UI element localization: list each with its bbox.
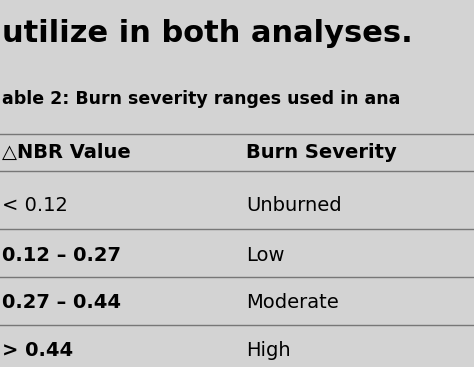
Text: Moderate: Moderate bbox=[246, 293, 339, 312]
Text: Burn Severity: Burn Severity bbox=[246, 143, 397, 162]
Text: Low: Low bbox=[246, 246, 285, 265]
Text: High: High bbox=[246, 341, 291, 360]
Text: 0.27 – 0.44: 0.27 – 0.44 bbox=[2, 293, 121, 312]
Text: Unburned: Unburned bbox=[246, 196, 342, 215]
Text: 0.12 – 0.27: 0.12 – 0.27 bbox=[2, 246, 121, 265]
Text: < 0.12: < 0.12 bbox=[2, 196, 68, 215]
Text: > 0.44: > 0.44 bbox=[2, 341, 73, 360]
Text: utilize in both analyses.: utilize in both analyses. bbox=[2, 18, 413, 48]
Text: able 2: Burn severity ranges used in ana: able 2: Burn severity ranges used in ana bbox=[2, 90, 401, 108]
Text: △NBR Value: △NBR Value bbox=[2, 143, 131, 162]
